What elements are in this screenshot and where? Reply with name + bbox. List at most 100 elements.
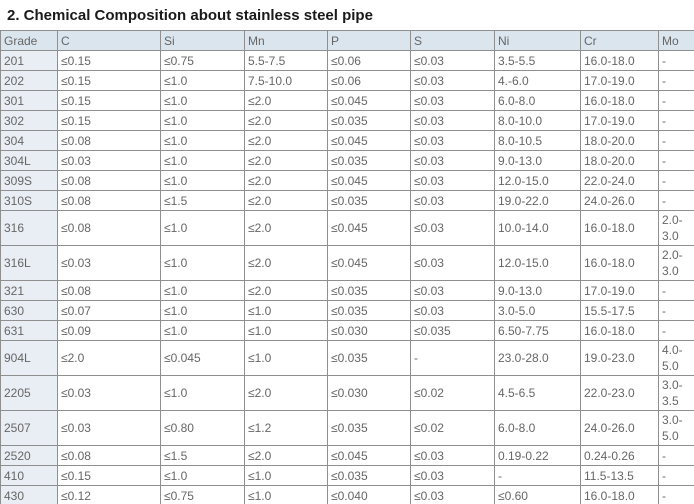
value-cell: ≤0.02 — [410, 410, 495, 446]
value-cell: ≤1.0 — [160, 465, 245, 486]
value-cell: - — [658, 445, 694, 466]
value-cell: ≤1.0 — [244, 320, 328, 341]
table-row: 304L ≤0.03 ≤1.0 ≤2.0 ≤0.035 ≤0.03 9.0-13.0 18.0… — [0, 150, 694, 171]
value-cell: 16.0-18.0 — [580, 210, 659, 246]
table-row: 410 ≤0.15 ≤1.0 ≤1.0 ≤0.035 ≤0.03-11.5-13.5- — [0, 465, 694, 486]
value-cell: 16.0-18.0 — [580, 90, 659, 111]
value-cell: ≤1.5 — [160, 445, 245, 466]
value-cell: 6.50-7.75 — [494, 320, 581, 341]
value-cell: ≤0.035 — [410, 320, 495, 341]
value-cell: 8.0-10.5 — [494, 130, 581, 151]
value-cell: ≤0.03 — [410, 485, 495, 504]
value-cell: - — [658, 280, 694, 301]
value-cell: 0.19-0.22 — [494, 445, 581, 466]
value-cell: ≤0.03 — [410, 280, 495, 301]
value-cell: ≤1.0 — [244, 485, 328, 504]
value-cell: ≤2.0 — [244, 170, 328, 191]
value-cell: ≤0.035 — [327, 150, 411, 171]
value-cell: ≤1.0 — [244, 340, 328, 376]
value-cell: 17.0-19.0 — [580, 70, 659, 91]
table-row: 301 ≤0.15 ≤1.0 ≤2.0 ≤0.045 ≤0.03 6.0-8.0 16.0-1… — [0, 90, 694, 111]
value-cell: ≤1.0 — [244, 465, 328, 486]
value-cell: - — [658, 70, 694, 91]
value-cell: ≤0.15 — [57, 465, 161, 486]
value-cell: ≤0.03 — [57, 150, 161, 171]
value-cell: ≤0.09 — [57, 320, 161, 341]
grade-cell: 201 — [0, 50, 58, 71]
column-header: S — [410, 30, 495, 51]
value-cell: 18.0-20.0 — [580, 130, 659, 151]
value-cell: 0.24-0.26 — [580, 445, 659, 466]
table-row: 631 ≤0.09 ≤1.0 ≤1.0 ≤0.030 ≤0.035 6.50-7.75 16.… — [0, 320, 694, 341]
value-cell: ≤2.0 — [244, 375, 328, 411]
value-cell: 3.0-5.0 — [658, 410, 694, 446]
value-cell: 6.0-8.0 — [494, 90, 581, 111]
value-cell: ≤1.0 — [160, 245, 245, 281]
table-row: 304 ≤0.08 ≤1.0 ≤2.0 ≤0.045 ≤0.03 8.0-10.5 18.0-… — [0, 130, 694, 151]
column-header: Mo — [658, 30, 694, 51]
value-cell: ≤1.0 — [160, 70, 245, 91]
value-cell: 5.5-7.5 — [244, 50, 328, 71]
value-cell: - — [410, 340, 495, 376]
value-cell: ≤1.0 — [244, 300, 328, 321]
value-cell: 9.0-13.0 — [494, 280, 581, 301]
value-cell: 4.-6.0 — [494, 70, 581, 91]
value-cell: ≤0.035 — [327, 465, 411, 486]
value-cell: ≤0.030 — [327, 375, 411, 411]
value-cell: 11.5-13.5 — [580, 465, 659, 486]
table-row: 430 ≤0.12 ≤0.75 ≤1.0 ≤0.040 ≤0.03 ≤0.60 16.0-18… — [0, 485, 694, 504]
value-cell: ≤0.035 — [327, 340, 411, 376]
value-cell: ≤0.15 — [57, 70, 161, 91]
value-cell: ≤0.15 — [57, 50, 161, 71]
value-cell: 3.0-3.5 — [658, 375, 694, 411]
value-cell: ≤0.035 — [327, 110, 411, 131]
value-cell: ≤0.045 — [160, 340, 245, 376]
value-cell: 16.0-18.0 — [580, 50, 659, 71]
value-cell: ≤0.03 — [410, 300, 495, 321]
value-cell: ≤1.0 — [160, 110, 245, 131]
value-cell: 4.0-5.0 — [658, 340, 694, 376]
value-cell: ≤0.045 — [327, 245, 411, 281]
value-cell: ≤0.15 — [57, 110, 161, 131]
value-cell: 12.0-15.0 — [494, 245, 581, 281]
column-header: Si — [160, 30, 245, 51]
value-cell: ≤0.02 — [410, 375, 495, 411]
value-cell: ≤0.03 — [57, 375, 161, 411]
value-cell: ≤0.03 — [57, 410, 161, 446]
value-cell: ≤0.08 — [57, 280, 161, 301]
value-cell: ≤0.07 — [57, 300, 161, 321]
value-cell: 16.0-18.0 — [580, 320, 659, 341]
table-row: 316L ≤0.03 ≤1.0 ≤2.0 ≤0.045 ≤0.03 12.0-15.0 16.… — [0, 245, 694, 281]
value-cell: 15.5-17.5 — [580, 300, 659, 321]
value-cell: - — [658, 150, 694, 171]
value-cell: - — [658, 485, 694, 504]
grade-cell: 304L — [0, 150, 58, 171]
value-cell: ≤0.045 — [327, 90, 411, 111]
grade-cell: 316 — [0, 210, 58, 246]
value-cell: ≤2.0 — [244, 150, 328, 171]
column-header: Cr — [580, 30, 659, 51]
value-cell: ≤0.035 — [327, 190, 411, 211]
value-cell: - — [658, 190, 694, 211]
column-header: C — [57, 30, 161, 51]
value-cell: 2.0-3.0 — [658, 245, 694, 281]
value-cell: ≤0.03 — [410, 445, 495, 466]
grade-cell: 631 — [0, 320, 58, 341]
grade-cell: 202 — [0, 70, 58, 91]
value-cell: 12.0-15.0 — [494, 170, 581, 191]
value-cell: ≤0.03 — [410, 130, 495, 151]
value-cell: ≤0.06 — [327, 70, 411, 91]
column-header: Mn — [244, 30, 328, 51]
value-cell: ≤1.5 — [160, 190, 245, 211]
value-cell: ≤0.03 — [410, 110, 495, 131]
table-row: 904L ≤2.0 ≤0.045 ≤1.0 ≤0.035-23.0-28.0 19.0-2… — [0, 340, 694, 376]
value-cell: ≤2.0 — [244, 280, 328, 301]
value-cell: 24.0-26.0 — [580, 410, 659, 446]
table-row: 202 ≤0.15 ≤1.0 7.5-10.0 ≤0.06 ≤0.03 4.-6.0 17.0… — [0, 70, 694, 91]
value-cell: ≤0.03 — [57, 245, 161, 281]
grade-cell: 301 — [0, 90, 58, 111]
value-cell: ≤1.2 — [244, 410, 328, 446]
value-cell: 3.0-5.0 — [494, 300, 581, 321]
value-cell: ≤0.80 — [160, 410, 245, 446]
